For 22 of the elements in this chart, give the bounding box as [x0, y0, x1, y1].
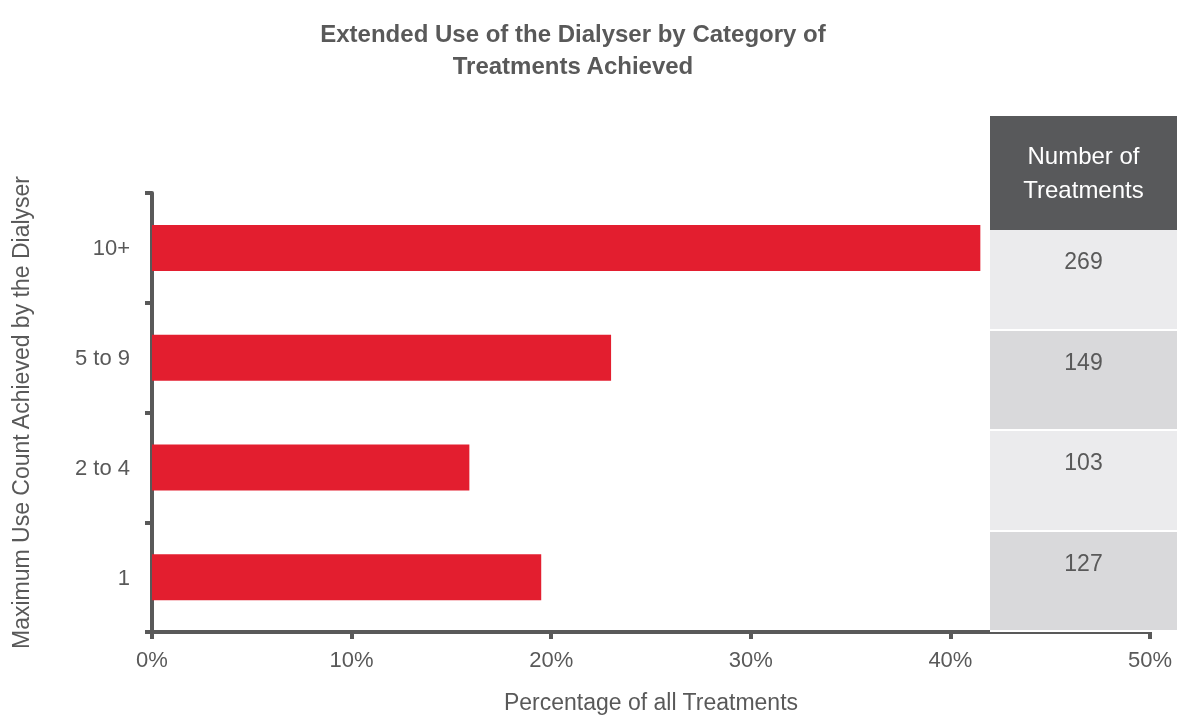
- x-tick-label: 40%: [928, 646, 973, 672]
- bar: [152, 554, 542, 601]
- x-tick-label: 20%: [529, 646, 574, 672]
- annotation: 127: [990, 531, 1177, 632]
- y-axis-title: Maximum Use Count Achieved by the Dialyser: [7, 175, 34, 649]
- y-tick-label: 10+: [92, 235, 130, 261]
- x-axis-title: Percentage of all Treatments: [503, 688, 799, 715]
- bar: [152, 334, 612, 381]
- x-tick-label: 0%: [136, 646, 168, 672]
- x-tick-label: 50%: [1127, 646, 1173, 672]
- y-tick-label: 1: [117, 564, 130, 590]
- y-tick-label: 2 to 4: [74, 454, 130, 480]
- annotation: 269: [990, 230, 1177, 331]
- annotation: 103: [990, 431, 1177, 532]
- bar: [152, 444, 470, 491]
- annotation: Number of Treatments: [1023, 141, 1144, 205]
- x-tick-label: 30%: [728, 646, 773, 672]
- chart-title: Extended Use of the Dialyser by Category of Treatments Achieved: [320, 19, 827, 79]
- annotation: 149: [990, 330, 1177, 431]
- bar: [152, 224, 981, 271]
- y-tick-label: 5 to 9: [74, 345, 130, 371]
- x-tick-label: 10%: [329, 646, 374, 672]
